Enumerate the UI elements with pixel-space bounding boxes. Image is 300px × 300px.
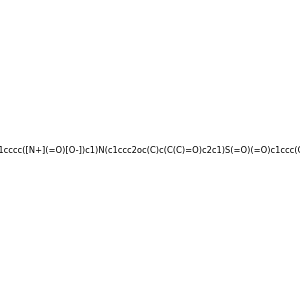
Text: O=C(c1cccc([N+](=O)[O-])c1)N(c1ccc2oc(C)c(C(C)=O)c2c1)S(=O)(=O)c1ccc(CC)cc1: O=C(c1cccc([N+](=O)[O-])c1)N(c1ccc2oc(C)…: [0, 146, 300, 154]
